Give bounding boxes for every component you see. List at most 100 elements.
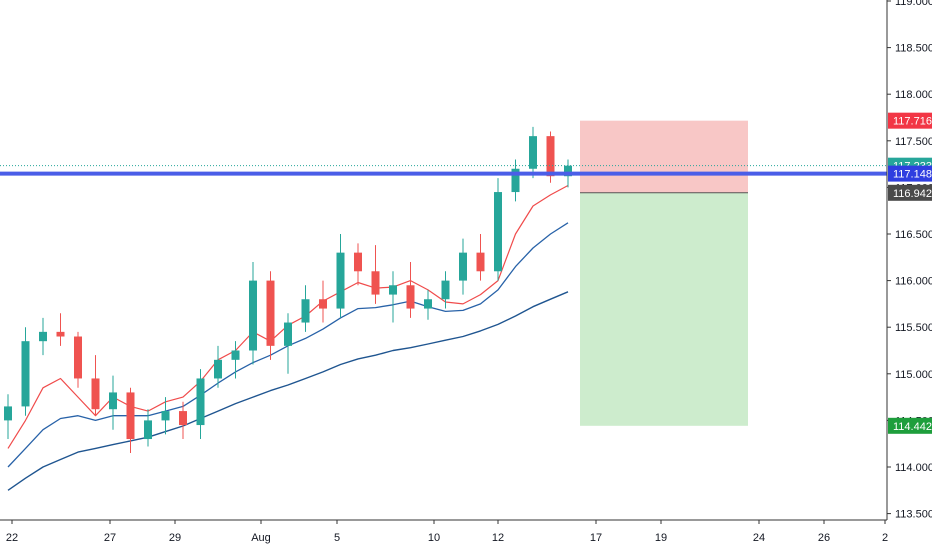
price-tick-label: 118.000	[895, 89, 932, 101]
candle-body	[284, 322, 292, 346]
candle-body	[4, 406, 12, 421]
candle-body	[406, 285, 415, 309]
candle-body	[319, 299, 327, 309]
candle-body	[389, 285, 397, 295]
candle-body	[74, 336, 82, 379]
stop-loss-zone	[580, 120, 748, 193]
time-axis: 22 27 29 Aug 5 10 12 17 19 24 26 2	[0, 519, 888, 544]
price-tick-label: 115.500	[895, 322, 932, 334]
candle	[179, 401, 187, 440]
candle-body	[109, 392, 117, 410]
time-tick-label: 5	[334, 532, 340, 544]
price-badge: 116.942	[888, 184, 932, 201]
candle	[74, 331, 82, 388]
price-badge-label: 117.716	[893, 116, 932, 128]
price-badge-background	[888, 112, 932, 129]
price-badge: 117.716	[888, 112, 932, 129]
candle	[511, 159, 520, 202]
price-badge-background	[888, 165, 932, 182]
candle	[319, 280, 327, 323]
candle-body	[301, 299, 310, 323]
candle	[21, 327, 30, 416]
time-tick-label: 2	[882, 532, 888, 544]
candle	[529, 126, 537, 179]
price-tick-label: 113.500	[895, 509, 932, 521]
candle	[284, 313, 292, 374]
time-tick-label: 10	[428, 532, 440, 544]
candle	[91, 355, 100, 416]
candle-body	[214, 359, 222, 379]
candle	[354, 243, 362, 286]
time-tick-label: Aug	[251, 532, 271, 544]
candle	[459, 238, 467, 295]
candle-body	[459, 252, 467, 281]
candle	[406, 261, 415, 318]
price-badge-label: 116.942	[893, 188, 932, 200]
candle	[144, 409, 152, 447]
take-profit-zone	[580, 192, 748, 426]
candle	[126, 387, 135, 454]
candle-body	[371, 271, 380, 295]
candle-body	[441, 280, 450, 300]
candle	[56, 313, 65, 346]
candle-body	[511, 168, 520, 193]
price-badge-background	[888, 417, 932, 434]
candle-body	[21, 341, 30, 407]
candle-body	[161, 411, 170, 421]
candle	[476, 234, 485, 281]
candle-body	[144, 420, 152, 440]
candle	[441, 271, 450, 309]
time-tick-label: 19	[655, 532, 667, 544]
candle	[4, 394, 12, 440]
candle	[301, 285, 310, 332]
candle	[266, 271, 275, 360]
candle-body	[564, 165, 572, 177]
price-tick-label: 117.500	[895, 136, 932, 148]
price-tick-label: 119.000	[895, 0, 932, 8]
candle	[494, 178, 502, 281]
candle-body	[546, 136, 555, 177]
candle	[196, 369, 205, 440]
candle	[231, 341, 240, 379]
candle	[424, 289, 432, 320]
candle	[214, 345, 222, 388]
candle-body	[476, 252, 485, 272]
candle-body	[91, 378, 100, 410]
candle-body	[529, 136, 537, 169]
price-badge: 117.148	[888, 165, 932, 182]
candle-body	[196, 378, 205, 426]
ema-slow-line	[7, 291, 569, 491]
time-tick-label: 26	[818, 532, 830, 544]
time-tick-label: 22	[6, 532, 18, 544]
position-zones	[580, 120, 748, 426]
time-tick-label: 17	[590, 532, 602, 544]
time-tick-label: 24	[753, 532, 765, 544]
candlesticks	[4, 126, 572, 454]
price-axis: 113.500114.000114.500115.000115.500116.0…	[886, 0, 932, 521]
candle-body	[126, 392, 135, 440]
time-tick-label: 29	[169, 532, 181, 544]
price-tick-label: 118.500	[895, 43, 932, 55]
price-badge-label: 117.148	[893, 169, 932, 181]
price-badge: 114.442	[888, 417, 932, 434]
horizontal-price-lines	[0, 165, 887, 176]
candle-body	[266, 280, 275, 346]
candle-body	[39, 331, 47, 342]
candle-body	[249, 280, 257, 351]
price-badge-label: 114.442	[893, 421, 932, 433]
candle-body	[354, 252, 362, 272]
candle-body	[494, 192, 502, 272]
price-tick-label: 114.000	[895, 462, 932, 474]
candle-body	[179, 411, 187, 426]
candle	[249, 261, 257, 365]
candle-body	[56, 331, 65, 337]
price-badge-background	[888, 184, 932, 201]
candle	[371, 245, 380, 304]
candle	[161, 397, 170, 435]
time-tick-label: 27	[104, 532, 116, 544]
candle	[109, 375, 117, 430]
price-tick-label: 116.500	[895, 229, 932, 241]
candle	[336, 234, 345, 318]
